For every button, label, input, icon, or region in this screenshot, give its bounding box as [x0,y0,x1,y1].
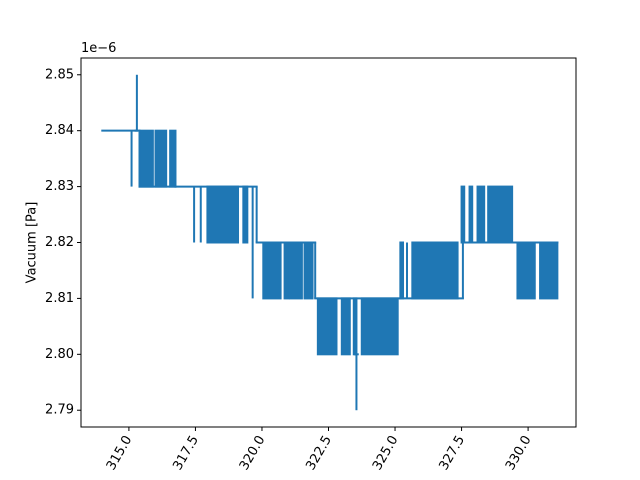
series-flicker-band [262,241,282,300]
series-flicker-band [283,241,290,300]
y-tick-label: 2.79 [45,403,74,418]
series-0 [101,74,559,411]
series-flicker-band [399,241,405,300]
series-flicker-band [303,241,314,300]
y-tick-label: 2.80 [45,347,74,362]
series-flicker-band [316,297,338,356]
series-flicker-band [169,129,177,188]
series-flicker-band [411,241,459,300]
series-flicker-band [206,185,240,244]
series-flicker-band [154,129,168,188]
series-flicker-band [539,241,559,300]
series-flicker-band [340,297,351,356]
series-flicker-band [476,185,486,244]
series-flicker-band [138,129,154,188]
y-axis-offset-label: 1e−6 [81,41,116,56]
series-flicker-band [487,185,514,244]
y-tick-label: 2.84 [45,123,74,138]
series-flicker-band [352,297,358,356]
y-tick-label: 2.83 [45,179,74,194]
y-axis: 2.79 2.80 2.81 2.82 2.83 2.84 2.85 [45,67,81,418]
series-flicker-band [468,185,474,244]
series-flicker-band [242,185,249,244]
y-tick-label: 2.81 [45,291,74,306]
series-flicker-band [460,185,466,244]
y-tick-label: 2.85 [45,67,74,82]
series-flicker-band [288,241,303,300]
y-axis-label: Vacuum [Pa] [25,202,40,284]
series-flicker-band [516,241,536,300]
series-flicker-band [360,297,399,356]
plot-area [80,57,577,428]
y-tick-label: 2.82 [45,235,74,250]
